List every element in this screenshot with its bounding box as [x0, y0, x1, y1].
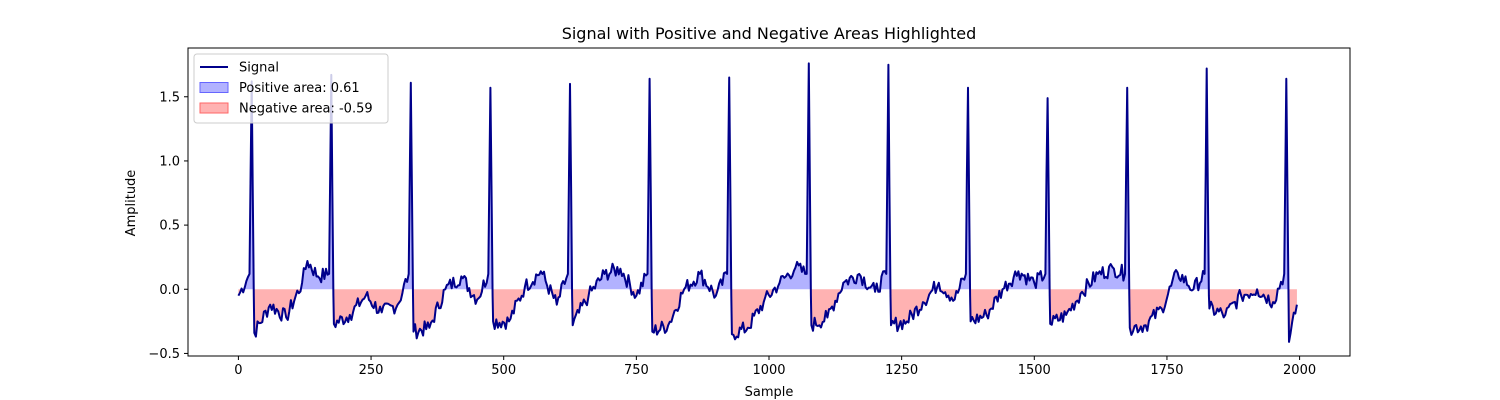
legend: Signal Positive area: 0.61 Negative area: …	[193, 53, 389, 124]
y-tick-label: 1.5	[159, 90, 180, 105]
legend-area-swatch	[199, 102, 229, 114]
legend-label: Signal	[239, 61, 279, 76]
x-tick-label: 500	[491, 363, 516, 378]
x-tick-label: 2000	[1283, 363, 1316, 378]
y-tick-label: 0.5	[159, 219, 180, 234]
legend-area-swatch	[199, 82, 229, 93]
x-tick-label: 1500	[1018, 363, 1051, 378]
x-axis-label: Sample	[745, 385, 794, 400]
legend-box	[193, 53, 389, 124]
x-tick-label: 1750	[1150, 363, 1183, 378]
x-tick-label: 0	[234, 363, 242, 378]
legend-label: Negative area: -0.59	[239, 102, 373, 117]
signal-line	[237, 62, 1298, 343]
x-axis: 0 250 500 750 1000 1250 1500 1750 2000	[234, 356, 1316, 378]
chart-title: Signal with Positive and Negative Areas …	[562, 24, 977, 43]
y-axis-label: Amplitude	[124, 170, 139, 237]
y-axis: −0.5 0.0 0.5 1.0 1.5	[148, 90, 188, 362]
negative-area-fill	[238, 284, 1297, 342]
x-tick-label: 750	[624, 363, 649, 378]
legend-label: Positive area: 0.61	[239, 81, 360, 96]
x-tick-label: 250	[359, 363, 384, 378]
x-tick-label: 1250	[885, 363, 918, 378]
x-tick-label: 1000	[752, 363, 785, 378]
y-tick-label: 1.0	[159, 154, 180, 169]
y-tick-label: 0.0	[159, 283, 180, 298]
y-tick-label: −0.5	[148, 347, 180, 362]
